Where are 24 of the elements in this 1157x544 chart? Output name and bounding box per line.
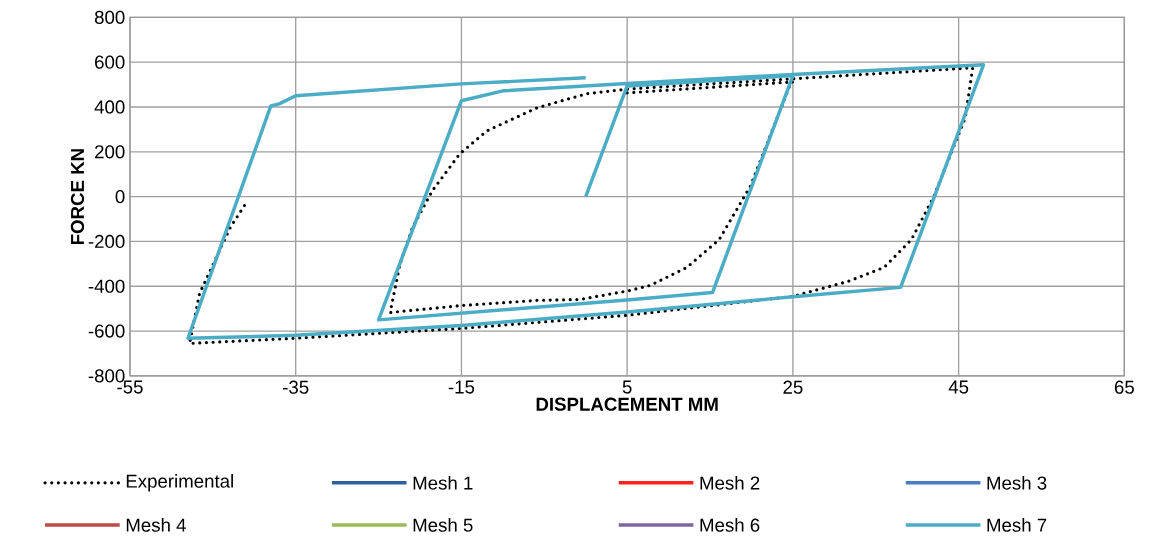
legend-label: Mesh 3 bbox=[987, 476, 1047, 490]
y-tick-label: 400 bbox=[94, 100, 125, 114]
y-tick-label: -200 bbox=[88, 234, 125, 249]
legend-label: Mesh 1 bbox=[413, 476, 473, 490]
x-tick-label: 65 bbox=[1114, 380, 1134, 394]
x-tick-label: 45 bbox=[948, 380, 969, 394]
x-tick-label: 25 bbox=[783, 380, 803, 394]
legend-label: Mesh 2 bbox=[700, 476, 760, 490]
y-tick-label: -400 bbox=[88, 279, 125, 293]
y-tick-label: -600 bbox=[88, 324, 125, 338]
y-tick-label: 200 bbox=[95, 145, 125, 159]
y-tick-label: 0 bbox=[115, 190, 125, 204]
y-tick-label: 600 bbox=[95, 55, 125, 69]
legend-label: Mesh 4 bbox=[126, 518, 186, 532]
y-tick-label: 800 bbox=[94, 10, 125, 25]
x-tick-label: -15 bbox=[448, 380, 475, 394]
x-tick-label: 5 bbox=[622, 380, 632, 394]
legend-label: Experimental bbox=[126, 474, 233, 492]
legend-label: Mesh 7 bbox=[987, 518, 1047, 532]
x-tick-label: -35 bbox=[283, 380, 309, 394]
x-axis-title: DISPLACEMENT MM bbox=[536, 397, 718, 411]
legend-label: Mesh 6 bbox=[700, 518, 760, 532]
legend-label: Mesh 5 bbox=[413, 518, 473, 532]
y-axis-title: FORCE KN bbox=[70, 149, 85, 245]
